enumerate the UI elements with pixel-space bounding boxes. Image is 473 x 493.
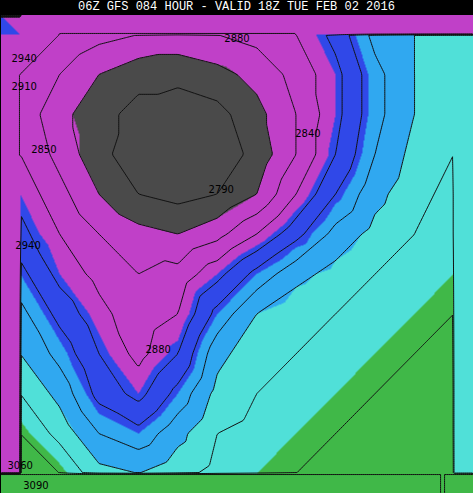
svg-text:2910: 2910 — [11, 81, 36, 92]
svg-text:2940: 2940 — [15, 240, 40, 251]
svg-text:2850: 2850 — [31, 144, 56, 155]
svg-text:2790: 2790 — [209, 184, 234, 195]
svg-text:3060: 3060 — [7, 460, 32, 471]
svg-text:2880: 2880 — [145, 344, 170, 355]
html-text:06Z GFS 084 HOUR - VALID 18Z T: 06Z GFS 084 HOUR - VALID 18Z TUE FEB 02 … — [78, 0, 395, 14]
svg-text:3090: 3090 — [23, 480, 48, 491]
svg-text:2940: 2940 — [11, 53, 36, 64]
svg-text:2840: 2840 — [295, 128, 320, 139]
svg-text:2880: 2880 — [224, 33, 249, 44]
